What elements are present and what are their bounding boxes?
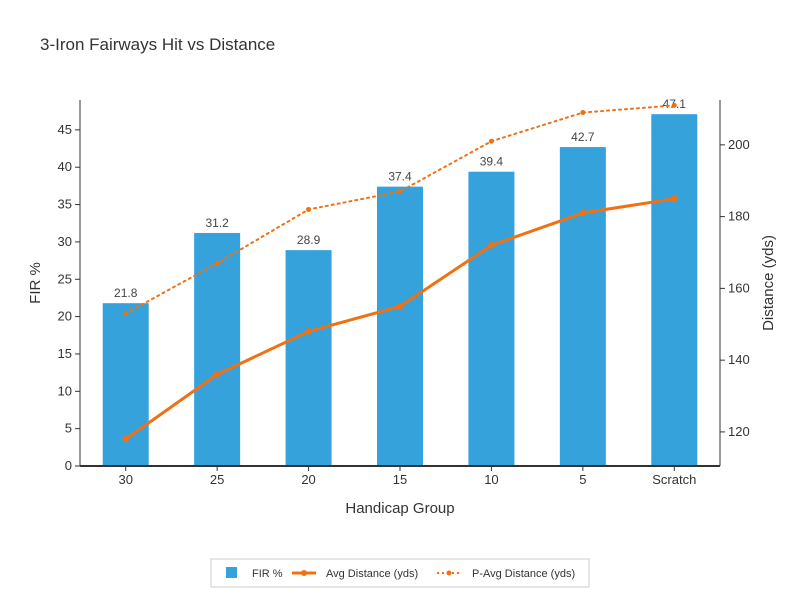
x-tick-label-10: 10 bbox=[484, 472, 498, 487]
point-avg-distance-yds-10 bbox=[488, 242, 495, 249]
bar-data-labels: 21.831.228.937.439.442.747.1 bbox=[114, 97, 686, 300]
y2-tick-label-140: 140 bbox=[728, 352, 750, 367]
y-axis-right-ticks: 120 140 160 180 200 bbox=[720, 137, 750, 439]
legend-box bbox=[210, 558, 590, 588]
bar-series bbox=[102, 114, 698, 467]
bar-label-25: 31.2 bbox=[205, 216, 229, 230]
x-tick-label-5: 5 bbox=[579, 472, 586, 487]
legend-label-p-avg-distance: P-Avg Distance (yds) bbox=[472, 568, 575, 580]
y2-tick-label-160: 160 bbox=[728, 280, 750, 295]
point-avg-distance-yds-15 bbox=[396, 303, 404, 310]
x-tick-label-15: 15 bbox=[393, 472, 407, 487]
y2-tick-label-200: 200 bbox=[728, 137, 750, 152]
legend-label-avg-distance: Avg Distance (yds) bbox=[326, 568, 418, 580]
line-series bbox=[122, 102, 678, 443]
bar-15 bbox=[377, 186, 423, 466]
y2-tick-label-120: 120 bbox=[728, 424, 750, 439]
y-tick-label-30: 30 bbox=[58, 234, 72, 249]
y-tick-label-40: 40 bbox=[58, 159, 72, 174]
point-avg-distance-yds-20 bbox=[305, 328, 312, 335]
x-tick-label-20: 20 bbox=[301, 472, 315, 487]
point-p-avg-distance-yds-20 bbox=[306, 206, 312, 212]
legend-swatch-fir bbox=[226, 567, 237, 578]
point-avg-distance-yds-scratch bbox=[671, 195, 678, 202]
bar-20 bbox=[285, 250, 332, 466]
y-axis-right-title: Distance (yds) bbox=[760, 235, 777, 331]
legend-marker-avg-distance bbox=[301, 570, 307, 576]
y-tick-label-5: 5 bbox=[65, 421, 72, 436]
x-tick-label-25: 25 bbox=[210, 472, 224, 487]
x-tick-label-scratch: Scratch bbox=[652, 472, 696, 487]
chart-title: 3-Iron Fairways Hit vs Distance bbox=[40, 35, 275, 54]
point-avg-distance-yds-25 bbox=[213, 371, 221, 378]
point-p-avg-distance-yds-5 bbox=[580, 110, 586, 116]
point-avg-distance-yds-5 bbox=[579, 209, 587, 217]
y-tick-label-20: 20 bbox=[58, 309, 72, 324]
bar-scratch bbox=[651, 114, 698, 466]
bar-5 bbox=[559, 147, 606, 467]
point-p-avg-distance-yds-30 bbox=[123, 311, 129, 316]
y-axis-left-title: FIR % bbox=[27, 262, 44, 304]
point-p-avg-distance-yds-scratch bbox=[671, 102, 677, 108]
y-tick-label-35: 35 bbox=[58, 197, 72, 212]
point-p-avg-distance-yds-15 bbox=[397, 189, 403, 194]
point-p-avg-distance-yds-25 bbox=[214, 260, 220, 266]
x-tick-label-30: 30 bbox=[118, 472, 132, 487]
legend: FIR % Avg Distance (yds) P-Avg Distance … bbox=[210, 558, 590, 588]
legend-label-fir: FIR % bbox=[252, 568, 283, 580]
point-avg-distance-yds-30 bbox=[122, 435, 129, 443]
y2-tick-label-180: 180 bbox=[728, 209, 750, 224]
y-tick-label-0: 0 bbox=[65, 458, 72, 473]
bar-25 bbox=[194, 232, 241, 466]
bar-10 bbox=[468, 171, 515, 466]
y-tick-label-25: 25 bbox=[58, 271, 72, 286]
y-tick-label-15: 15 bbox=[58, 346, 72, 361]
bar-label-10: 39.4 bbox=[480, 155, 504, 169]
legend-marker-p-avg-distance bbox=[446, 570, 452, 576]
bar-label-5: 42.7 bbox=[571, 130, 595, 144]
y-tick-label-45: 45 bbox=[58, 122, 72, 137]
bar-label-15: 37.4 bbox=[388, 170, 412, 184]
x-axis-title: Handicap Group bbox=[345, 500, 454, 517]
point-p-avg-distance-yds-10 bbox=[488, 138, 494, 144]
bar-label-30: 21.8 bbox=[114, 286, 138, 300]
bar-label-20: 28.9 bbox=[297, 233, 321, 247]
y-axis-left-ticks: 0 5 10 15 20 25 30 35 40 45 bbox=[58, 122, 80, 473]
y-tick-label-10: 10 bbox=[58, 383, 72, 398]
x-axis-ticks: 30 25 20 15 10 5 Scratch bbox=[118, 466, 696, 487]
